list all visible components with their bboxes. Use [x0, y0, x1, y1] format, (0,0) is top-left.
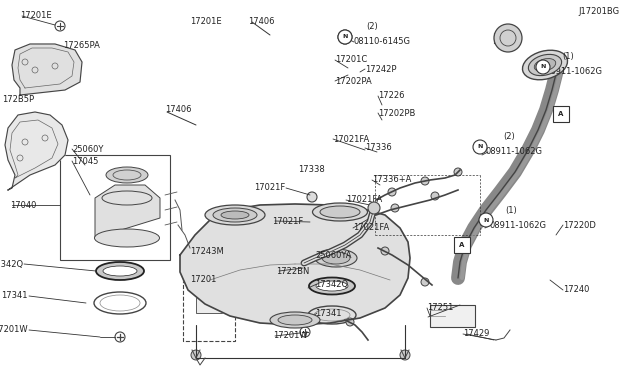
- Ellipse shape: [194, 278, 224, 292]
- Text: 17201C: 17201C: [335, 55, 367, 64]
- Ellipse shape: [213, 208, 257, 222]
- Ellipse shape: [320, 206, 360, 218]
- Circle shape: [191, 350, 201, 360]
- Text: 17342Q: 17342Q: [0, 260, 23, 269]
- Ellipse shape: [534, 58, 556, 71]
- Polygon shape: [95, 185, 160, 238]
- Text: N: N: [483, 218, 489, 222]
- Text: 17240: 17240: [563, 285, 589, 295]
- Text: N: N: [477, 144, 483, 150]
- Circle shape: [431, 192, 439, 200]
- Text: 17338: 17338: [298, 166, 324, 174]
- Text: 17265PA: 17265PA: [63, 42, 100, 51]
- Text: 17220D: 17220D: [563, 221, 596, 230]
- Ellipse shape: [278, 315, 312, 325]
- Text: 17342Q: 17342Q: [315, 279, 348, 289]
- Circle shape: [473, 140, 487, 154]
- Circle shape: [338, 30, 352, 44]
- Text: N: N: [342, 35, 348, 39]
- Text: (2): (2): [503, 132, 515, 141]
- Circle shape: [346, 318, 354, 326]
- Text: 17243M: 17243M: [190, 247, 224, 257]
- Polygon shape: [180, 204, 410, 325]
- Text: 17251: 17251: [427, 304, 453, 312]
- FancyBboxPatch shape: [454, 237, 470, 253]
- Text: 17201E: 17201E: [20, 12, 52, 20]
- Circle shape: [454, 168, 462, 176]
- Text: 17406: 17406: [165, 106, 191, 115]
- Text: 17429: 17429: [463, 330, 490, 339]
- Ellipse shape: [529, 54, 562, 76]
- Circle shape: [400, 350, 410, 360]
- Circle shape: [368, 202, 380, 214]
- Text: (1): (1): [505, 205, 516, 215]
- Text: 17202PA: 17202PA: [335, 77, 372, 86]
- Ellipse shape: [315, 249, 357, 267]
- Text: 17336: 17336: [365, 144, 392, 153]
- Text: B: B: [342, 34, 348, 40]
- Text: 17021F: 17021F: [253, 183, 285, 192]
- Text: 17045: 17045: [72, 157, 99, 166]
- Text: 17021F: 17021F: [272, 217, 303, 225]
- Text: 17040: 17040: [10, 201, 36, 209]
- Ellipse shape: [522, 50, 568, 80]
- Circle shape: [421, 177, 429, 185]
- Circle shape: [391, 204, 399, 212]
- Text: (1): (1): [562, 52, 573, 61]
- Circle shape: [421, 278, 429, 286]
- Text: 172B5P: 172B5P: [2, 96, 34, 105]
- FancyBboxPatch shape: [553, 106, 569, 122]
- Ellipse shape: [316, 281, 348, 291]
- Circle shape: [536, 60, 550, 74]
- Text: 08911-1062G: 08911-1062G: [545, 67, 602, 77]
- Text: 17202PB: 17202PB: [378, 109, 415, 118]
- Text: 17201W: 17201W: [273, 331, 308, 340]
- FancyBboxPatch shape: [196, 295, 222, 313]
- FancyBboxPatch shape: [430, 305, 475, 327]
- Text: 25060YA: 25060YA: [315, 250, 351, 260]
- Ellipse shape: [312, 203, 367, 221]
- Text: 17021FA: 17021FA: [353, 224, 389, 232]
- Text: 08110-6145G: 08110-6145G: [354, 38, 411, 46]
- Text: 25060Y: 25060Y: [72, 144, 104, 154]
- Ellipse shape: [309, 278, 355, 295]
- Text: 17242P: 17242P: [365, 64, 397, 74]
- Ellipse shape: [270, 312, 320, 328]
- Ellipse shape: [103, 266, 137, 276]
- Text: J17201BG: J17201BG: [579, 7, 620, 16]
- Ellipse shape: [106, 167, 148, 183]
- Ellipse shape: [221, 211, 249, 219]
- Text: 17201: 17201: [190, 276, 216, 285]
- Ellipse shape: [96, 262, 144, 280]
- Text: N: N: [540, 64, 546, 70]
- Text: 17021FA: 17021FA: [333, 135, 369, 144]
- Text: 08911-1062G: 08911-1062G: [485, 148, 542, 157]
- Text: 1722BN: 1722BN: [276, 266, 309, 276]
- Text: 17336+A: 17336+A: [372, 176, 412, 185]
- Circle shape: [494, 24, 522, 52]
- Text: A: A: [558, 111, 564, 117]
- Text: 17341: 17341: [315, 308, 342, 317]
- Text: 17201E: 17201E: [190, 17, 221, 26]
- Circle shape: [388, 188, 396, 196]
- Text: 17406: 17406: [248, 17, 275, 26]
- Text: 08911-1062G: 08911-1062G: [490, 221, 547, 230]
- Polygon shape: [5, 112, 68, 190]
- Text: A: A: [460, 242, 465, 248]
- Circle shape: [338, 30, 352, 44]
- Circle shape: [479, 213, 493, 227]
- Text: 17021FA: 17021FA: [346, 196, 382, 205]
- Text: (2): (2): [366, 22, 378, 32]
- Circle shape: [307, 192, 317, 202]
- Ellipse shape: [95, 229, 159, 247]
- Polygon shape: [12, 44, 82, 95]
- Ellipse shape: [205, 205, 265, 225]
- Text: 17201W: 17201W: [0, 326, 28, 334]
- Text: 17341: 17341: [1, 292, 28, 301]
- Circle shape: [381, 247, 389, 255]
- Text: 17226: 17226: [378, 92, 404, 100]
- Ellipse shape: [322, 252, 350, 264]
